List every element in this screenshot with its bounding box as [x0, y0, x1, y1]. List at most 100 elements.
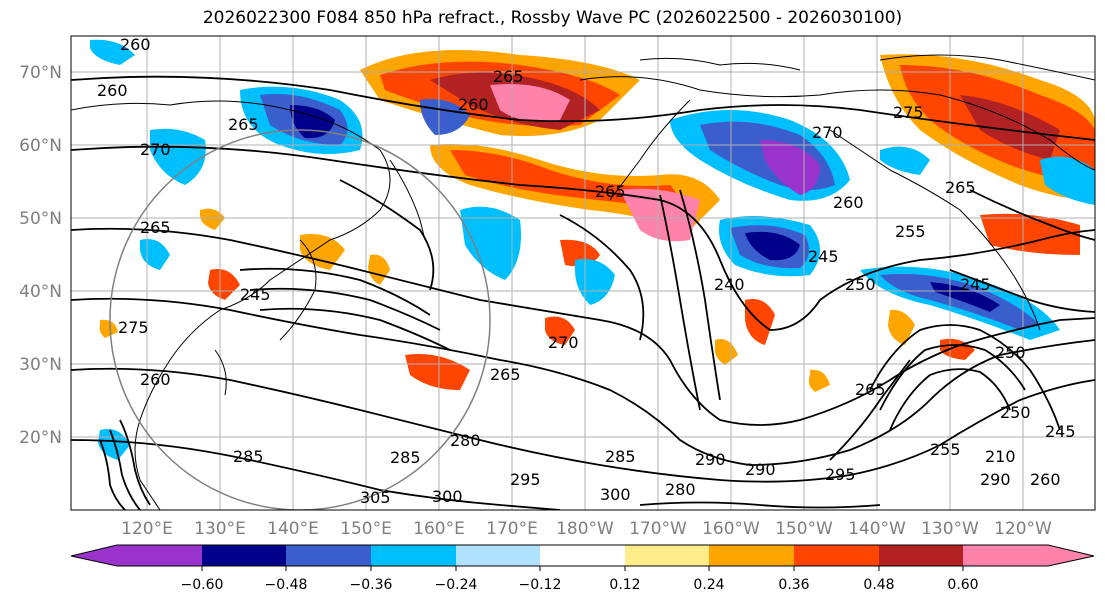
refractivity-contours [71, 75, 1095, 510]
contour-label: 295 [825, 465, 856, 484]
lon-label: 130°E [194, 519, 246, 539]
colorbar-tick-label: 0.12 [609, 577, 640, 593]
lon-label: 160°E [413, 519, 465, 539]
lon-label: 130°W [921, 519, 979, 539]
page-title: 2026022300 F084 850 hPa refract., Rossby… [202, 8, 903, 28]
colorbar-tick-label: 0.24 [693, 577, 724, 593]
contour-label: 285 [605, 447, 636, 466]
colorbar-ticks [201, 566, 964, 571]
contour-label: 265 [493, 67, 524, 86]
contour-label: 250 [1000, 403, 1031, 422]
lon-label: 170°W [629, 519, 687, 539]
colorbar-tick-label: −0.60 [181, 577, 224, 593]
lon-label: 120°E [121, 519, 173, 539]
colorbar-swatch [625, 545, 709, 566]
lat-label: 20°N [19, 428, 62, 448]
lat-label: 60°N [19, 136, 62, 156]
colorbar-extend-high [1048, 545, 1094, 566]
map-frame [70, 35, 1096, 511]
colorbar-tick-label: −0.12 [519, 577, 562, 593]
colorbar-tick-label: −0.48 [265, 577, 308, 593]
contour-label: 285 [233, 447, 264, 466]
contour-label: 290 [695, 450, 726, 469]
contour-label: 300 [432, 487, 463, 506]
contour-label: 260 [833, 193, 864, 212]
latitude-axis: 70°N 60°N 50°N 40°N 30°N 20°N [19, 63, 62, 448]
colorbar-swatch [963, 545, 1048, 566]
colorbar-tick-label: −0.24 [435, 577, 478, 593]
contour-label: 245 [808, 247, 839, 266]
colorbar-tick-labels: −0.60 −0.48 −0.36 −0.24 −0.12 0.12 0.24 … [181, 577, 979, 593]
contour-label: 255 [930, 440, 961, 459]
colorbar-swatch [456, 545, 540, 566]
contour-label: 280 [665, 480, 696, 499]
contour-label: 210 [985, 447, 1016, 466]
negative-anomaly-shading [90, 39, 1095, 460]
colorbar-outline [70, 544, 1095, 567]
contour-label: 265 [945, 178, 976, 197]
contour-label: 260 [140, 370, 171, 389]
lon-label: 140°E [267, 519, 319, 539]
lat-label: 50°N [19, 209, 62, 229]
longitude-axis: 120°E 130°E 140°E 150°E 160°E 170°E 180°… [121, 519, 1052, 539]
colorbar-tick-label: −0.36 [350, 577, 393, 593]
contour-label: 260 [1030, 470, 1061, 489]
contour-label-group: 260 260 265 270 265 260 270 275 265 265 … [97, 35, 1076, 507]
contour-label: 270 [812, 123, 843, 142]
contour-label: 270 [548, 333, 579, 352]
contour-label: 250 [845, 275, 876, 294]
colorbar-swatch [371, 545, 456, 566]
contour-label: 275 [893, 103, 924, 122]
colorbar-tick-label: 0.36 [778, 577, 809, 593]
contour-label: 260 [458, 95, 489, 114]
reference-circle [109, 129, 491, 510]
contour-label: 265 [490, 365, 521, 384]
contour-label: 270 [140, 140, 171, 159]
contour-label: 255 [895, 222, 926, 241]
contour-label: 240 [714, 275, 745, 294]
colorbar: −0.60 −0.48 −0.36 −0.24 −0.12 0.12 0.24 … [70, 544, 1095, 593]
lon-label: 140°W [848, 519, 906, 539]
colorbar-tick-label: 0.60 [947, 577, 978, 593]
lon-label: 150°W [775, 519, 833, 539]
graticule [71, 36, 1095, 510]
colorbar-swatch [794, 545, 879, 566]
lat-label: 70°N [19, 63, 62, 83]
contour-label: 265 [228, 115, 259, 134]
contour-label: 290 [980, 470, 1011, 489]
colorbar-swatch [202, 545, 286, 566]
lon-label: 150°E [340, 519, 392, 539]
coastlines [71, 54, 1095, 510]
map-panel: 260 260 265 270 265 260 270 275 265 265 … [19, 35, 1096, 539]
contour-label: 250 [995, 343, 1026, 362]
colorbar-extend-low [71, 545, 117, 566]
contour-label: 260 [120, 35, 151, 54]
contour-label: 280 [450, 431, 481, 450]
lon-label: 120°W [994, 519, 1052, 539]
contour-label: 285 [390, 448, 421, 467]
contour-label: 275 [118, 318, 149, 337]
contour-label: 260 [97, 81, 128, 100]
colorbar-swatch [540, 545, 625, 566]
colorbar-swatch [709, 545, 794, 566]
contour-label: 305 [360, 488, 391, 507]
lon-label: 160°W [702, 519, 760, 539]
lon-label: 170°E [486, 519, 538, 539]
colorbar-swatch [286, 545, 371, 566]
contour-label: 265 [595, 182, 626, 201]
contour-label: 265 [140, 218, 171, 237]
contour-label: 245 [240, 285, 271, 304]
colorbar-tick-label: 0.48 [863, 577, 894, 593]
lat-label: 40°N [19, 282, 62, 302]
colorbar-swatch [879, 545, 963, 566]
contour-label: 290 [745, 460, 776, 479]
contour-label: 265 [855, 380, 886, 399]
contour-label: 245 [1045, 422, 1076, 441]
lat-label: 30°N [19, 355, 62, 375]
contour-label: 300 [600, 485, 631, 504]
contour-label: 245 [960, 275, 991, 294]
lon-label: 180°W [556, 519, 614, 539]
contour-label: 295 [510, 470, 541, 489]
colorbar-swatch [117, 545, 202, 566]
